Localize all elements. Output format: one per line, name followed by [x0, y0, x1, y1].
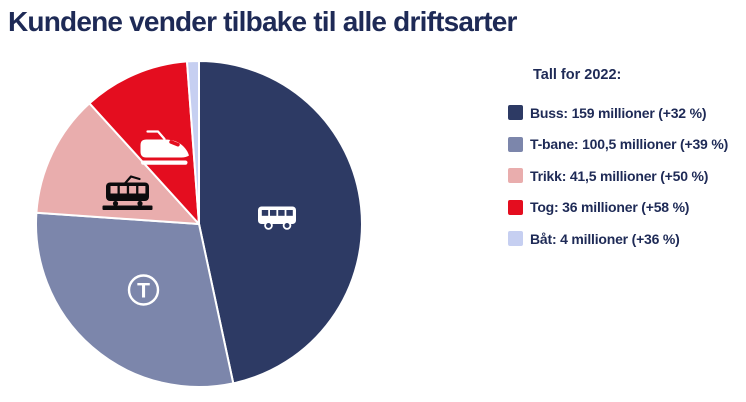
train-icon	[140, 130, 189, 165]
bus-icon	[258, 206, 296, 230]
legend-swatch	[508, 231, 523, 247]
legend-swatch	[508, 136, 523, 152]
legend-swatch	[508, 105, 523, 121]
legend-item-label: Trikk: 41,5 millioner (+50 %)	[530, 167, 709, 184]
legend-item-label: T-bane: 100,5 millioner (+39 %)	[530, 136, 729, 153]
legend-item: T-bane: 100,5 millioner (+39 %)	[508, 129, 728, 161]
tbane-icon-letter: T	[137, 280, 150, 303]
pie-slice-trikk	[35, 102, 200, 225]
pie-slice-bat	[186, 59, 200, 225]
legend-item-label: Buss: 159 millioner (+32 %)	[530, 104, 707, 121]
tram-icon	[102, 175, 153, 210]
page-title: Kundene vender tilbake til alle driftsar…	[8, 6, 517, 37]
legend-item-label: Båt: 4 millioner (+36 %)	[530, 230, 680, 247]
legend-items: Buss: 159 millioner (+32 %) T-bane: 100,5…	[508, 97, 728, 255]
legend: Tall for 2022: Buss: 159 millioner (+32 …	[508, 65, 728, 255]
legend-item-label: Tog: 36 millioner (+58 %)	[530, 199, 690, 216]
legend-swatch	[508, 199, 523, 215]
legend-swatch	[508, 168, 523, 184]
pie-slices	[35, 59, 363, 388]
legend-heading: Tall for 2022:	[533, 67, 622, 83]
pie-slice-t-bane	[35, 211, 235, 388]
legend-item: Trikk: 41,5 millioner (+50 %)	[508, 160, 728, 192]
legend-item: Tog: 36 millioner (+58 %)	[508, 192, 728, 224]
tbane-icon: T	[127, 274, 160, 306]
legend-item: Båt: 4 millioner (+36 %)	[508, 223, 728, 255]
legend-item: Buss: 159 millioner (+32 %)	[508, 97, 728, 129]
